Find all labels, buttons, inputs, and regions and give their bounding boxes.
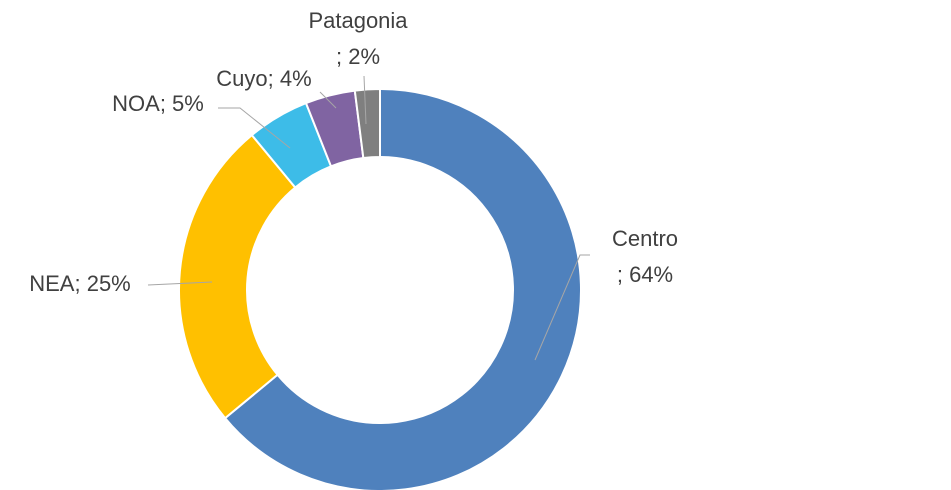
- data-label: NOA; 5%: [112, 91, 204, 116]
- label-category: NOA: [112, 91, 160, 116]
- leader-line: [218, 107, 291, 149]
- label-value: ; 64%: [617, 262, 673, 287]
- data-label: Patagonia ; 2%: [308, 8, 408, 69]
- slice: [353, 87, 381, 160]
- leader-lines: [147, 75, 590, 361]
- slice: [223, 87, 582, 490]
- data-label: NEA; 25%: [29, 271, 131, 296]
- label-value: ; 4%: [268, 66, 312, 91]
- label-value: ; 2%: [336, 44, 380, 69]
- leader-line: [319, 91, 337, 109]
- label-category: NEA: [29, 271, 75, 296]
- leader-line: [147, 281, 213, 286]
- label-category: Cuyo: [216, 66, 267, 91]
- label-value: ; 5%: [160, 91, 204, 116]
- label-category: Patagonia: [308, 8, 408, 33]
- leader-line: [363, 75, 367, 125]
- data-label: Centro ; 64%: [612, 226, 678, 287]
- slice: [178, 133, 297, 420]
- label-value: ; 25%: [74, 271, 130, 296]
- data-label: Cuyo; 4%: [216, 66, 311, 91]
- leader-line: [534, 254, 590, 361]
- label-category: Centro: [612, 226, 678, 251]
